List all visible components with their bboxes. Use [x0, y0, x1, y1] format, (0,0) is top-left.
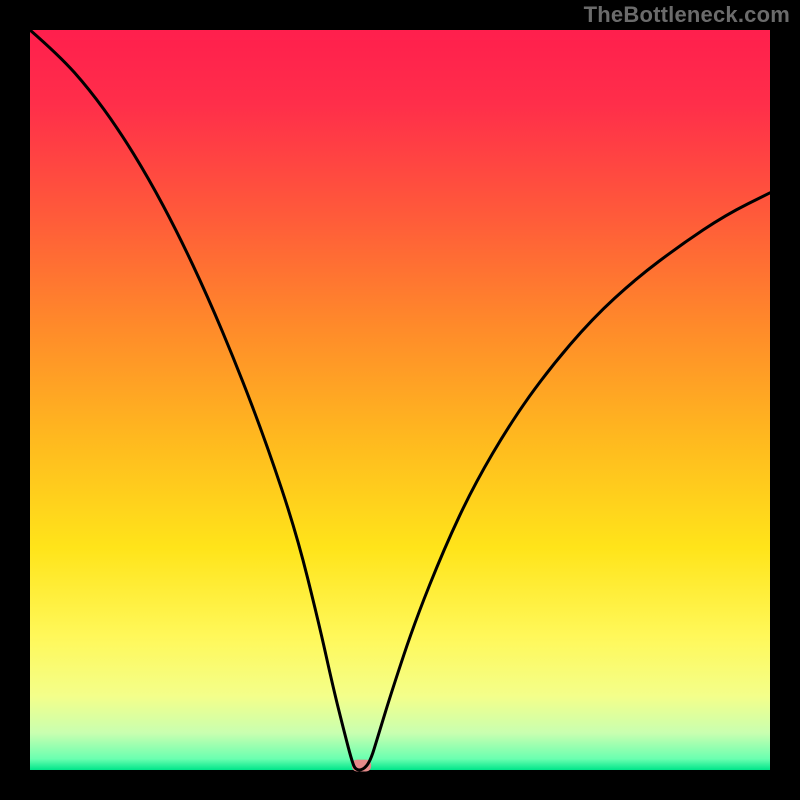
plot-gradient-background — [30, 30, 770, 770]
bottleneck-chart — [0, 0, 800, 800]
watermark-text: TheBottleneck.com — [584, 2, 790, 28]
